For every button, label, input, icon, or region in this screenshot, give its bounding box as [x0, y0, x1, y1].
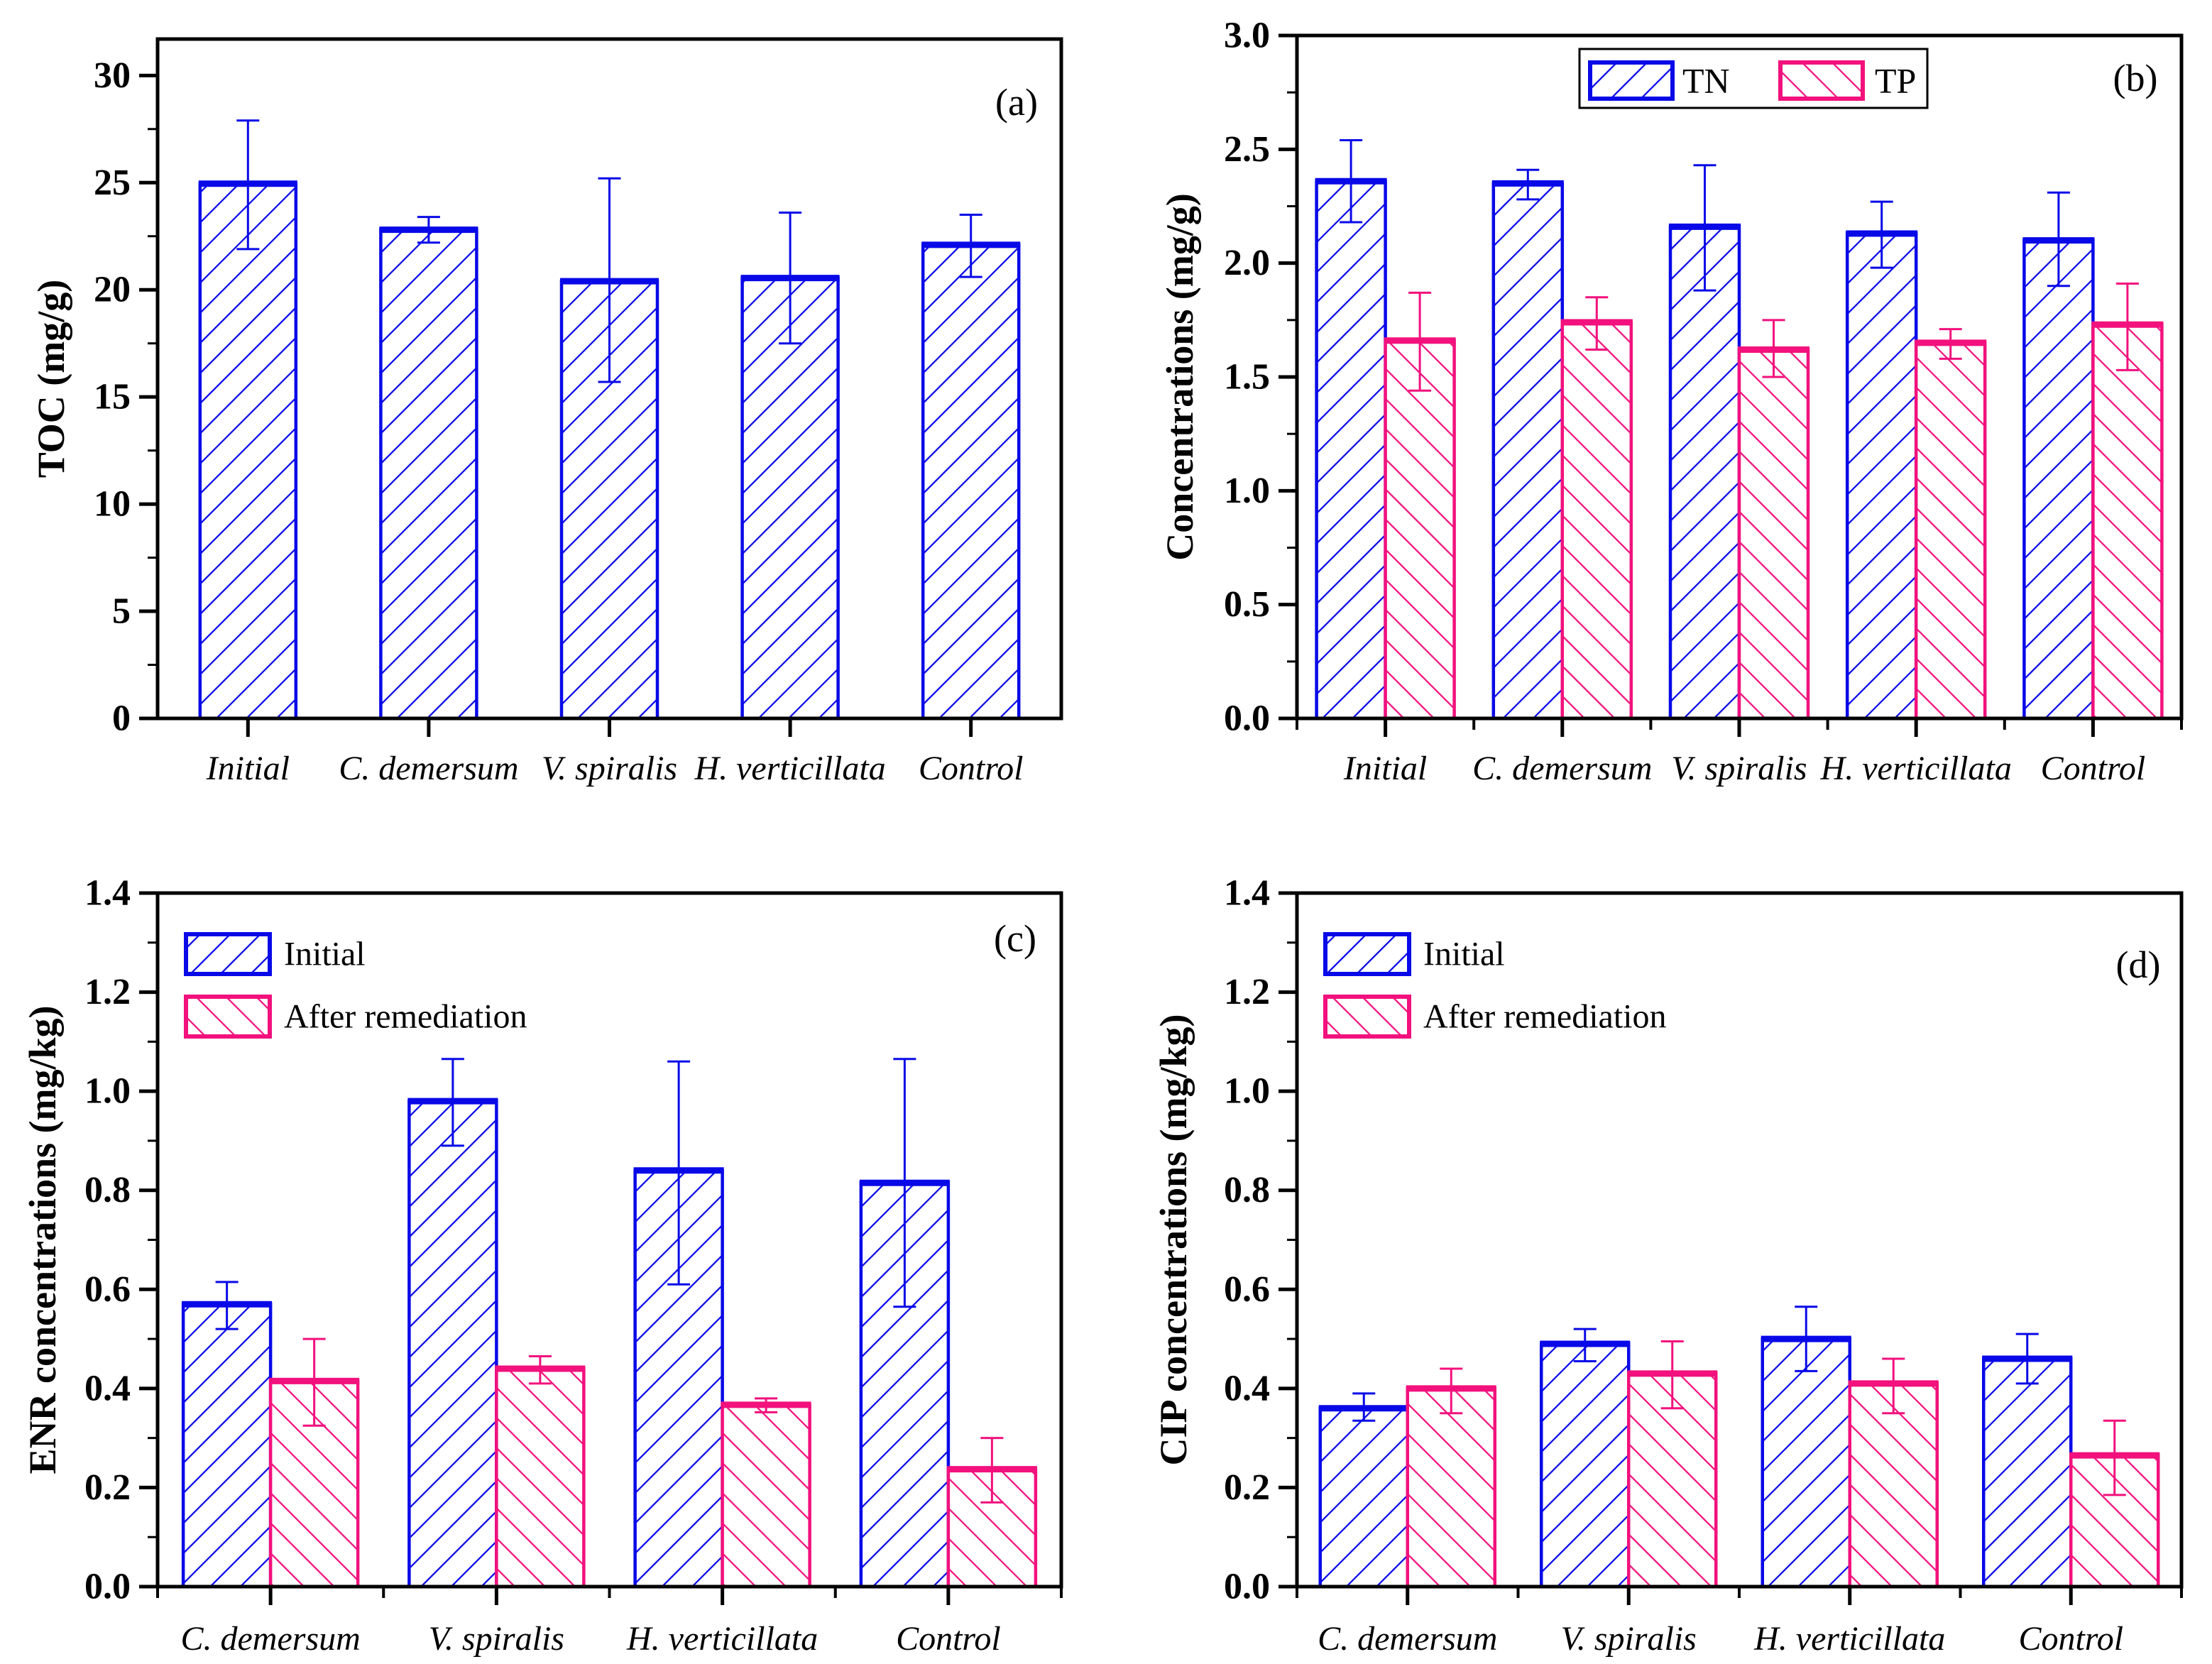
y-tick-label: 0.4 [84, 1368, 131, 1408]
y-axis-title: CIP concentrations (mg/kg) [1152, 1014, 1195, 1466]
panel-letter: (c) [994, 917, 1036, 960]
y-tick-label: 2.0 [1224, 243, 1270, 283]
x-category-label: H. verticillata [626, 1620, 818, 1658]
y-tick-label: 20 [94, 270, 131, 310]
legend-label: TP [1875, 61, 1916, 101]
enr-bar-chart: 0.0 0.2 0.4 0.6 0.8 1.0 1.2 1.4 C. demersum V. sp… [21, 873, 1063, 1658]
bar [1914, 341, 1987, 721]
x-category-label: C. demersum [339, 750, 518, 787]
tn-tp-bar-chart: 0.0 0.5 1.0 1.5 2.0 2.5 3.0 Initial C. demersum V… [1159, 16, 2184, 787]
legend-swatch [184, 995, 272, 1039]
y-tick-label: 0.2 [1224, 1467, 1270, 1508]
y-tick-label: 1.0 [1224, 1071, 1270, 1112]
y-tick-label: 0.8 [1224, 1170, 1270, 1210]
y-tick-label: 2.5 [1224, 129, 1270, 170]
panel-a: 0 5 10 15 20 25 30 Initial C. demersum V. spirali… [0, 0, 1106, 832]
bar [1761, 1337, 1851, 1589]
bar [2091, 322, 2164, 721]
legend-label: Initial [284, 936, 366, 973]
legend-swatch [1323, 932, 1411, 976]
legend-swatch [1588, 60, 1675, 101]
x-category-label: Control [2018, 1620, 2123, 1658]
panel-c: 0.0 0.2 0.4 0.6 0.8 1.0 1.2 1.4 C. demersum V. sp… [0, 832, 1106, 1664]
cip-bar-chart: 0.0 0.2 0.4 0.6 0.8 1.0 1.2 1.4 C. demersum V. sp… [1152, 873, 2184, 1658]
y-axis-title: TOC (mg/g) [30, 280, 72, 478]
x-category-label: C. demersum [1318, 1620, 1497, 1658]
legend-label: Initial [1423, 936, 1505, 973]
bar [721, 1403, 811, 1589]
y-axis-title: Concentrations (mg/g) [1159, 193, 1201, 560]
bar [1315, 179, 1387, 721]
x-category-label: V. spiralis [429, 1620, 564, 1658]
x-category-label: Control [919, 750, 1024, 787]
y-tick-label: 0.5 [1224, 584, 1270, 625]
y-tick-label: 30 [94, 55, 131, 96]
bar [1737, 348, 1810, 721]
panel-b: 0.0 0.5 1.0 1.5 2.0 2.5 3.0 Initial C. demersum V… [1106, 0, 2212, 832]
bar [2022, 239, 2095, 721]
x-category-label: H. verticillata [1820, 750, 2012, 787]
y-tick-label: 0.6 [84, 1269, 131, 1310]
bar [1845, 231, 1918, 721]
legend-swatch [184, 932, 272, 976]
bar [1491, 182, 1565, 721]
y-tick-label: 1.4 [84, 873, 131, 914]
y-tick-label: 0.4 [1224, 1368, 1270, 1408]
y-tick-label: 0.0 [84, 1567, 131, 1607]
y-tick-label: 0.0 [1224, 1567, 1270, 1607]
bar [1668, 225, 1741, 721]
y-tick-label: 0 [112, 699, 131, 739]
bar [181, 1302, 273, 1589]
y-tick-label: 0.8 [84, 1170, 131, 1210]
legend-swatch [1778, 60, 1865, 101]
y-tick-label: 25 [94, 163, 131, 203]
x-category-label: H. verticillata [1753, 1620, 1945, 1658]
x-category-label: V. spiralis [1561, 1620, 1697, 1658]
x-category-label: C. demersum [1472, 750, 1652, 787]
bar [1384, 339, 1456, 721]
legend-swatch [1323, 995, 1411, 1039]
y-tick-label: 1.5 [1224, 357, 1270, 398]
x-category-label: V. spiralis [542, 750, 677, 787]
panel-letter: (a) [995, 81, 1038, 124]
y-tick-label: 1.0 [1224, 471, 1270, 511]
bar [1318, 1406, 1409, 1589]
panel-d: 0.0 0.2 0.4 0.6 0.8 1.0 1.2 1.4 C. demersum V. sp… [1106, 832, 2212, 1664]
panel-letter: (b) [2113, 57, 2158, 99]
y-tick-label: 0.2 [84, 1467, 131, 1508]
legend-label: After remediation [284, 998, 527, 1036]
panel-letter: (d) [2116, 943, 2161, 986]
x-category-label: Initial [206, 750, 290, 787]
bar [198, 182, 298, 721]
legend-label: TN [1682, 61, 1730, 101]
y-tick-label: 5 [112, 591, 131, 632]
y-tick-label: 0.6 [1224, 1269, 1270, 1310]
y-tick-label: 1.0 [84, 1071, 131, 1112]
bar [379, 228, 478, 721]
bar [407, 1099, 498, 1589]
toc-bar-chart: 0 5 10 15 20 25 30 Initial C. demersum V. spirali… [30, 37, 1063, 787]
bar [1982, 1357, 2073, 1589]
x-category-label: V. spiralis [1671, 750, 1807, 787]
x-category-label: Control [2041, 750, 2146, 787]
y-tick-label: 1.2 [84, 972, 131, 1012]
y-tick-label: 10 [94, 484, 131, 525]
y-tick-label: 0.0 [1224, 699, 1270, 739]
y-axis-title: ENR concentrations (mg/kg) [21, 1006, 64, 1474]
y-tick-label: 3.0 [1224, 16, 1270, 56]
x-category-label: C. demersum [180, 1620, 360, 1658]
bar [921, 243, 1021, 721]
bar [1406, 1386, 1496, 1589]
y-tick-label: 1.2 [1224, 972, 1270, 1012]
x-category-label: Initial [1343, 750, 1427, 787]
bar [1560, 320, 1633, 721]
bar [495, 1367, 586, 1589]
y-tick-label: 15 [94, 377, 131, 417]
x-category-label: H. verticillata [694, 750, 885, 787]
legend-label: After remediation [1423, 998, 1667, 1036]
y-tick-label: 1.4 [1224, 873, 1270, 914]
x-category-label: Control [896, 1620, 1001, 1658]
bar [1540, 1342, 1631, 1589]
